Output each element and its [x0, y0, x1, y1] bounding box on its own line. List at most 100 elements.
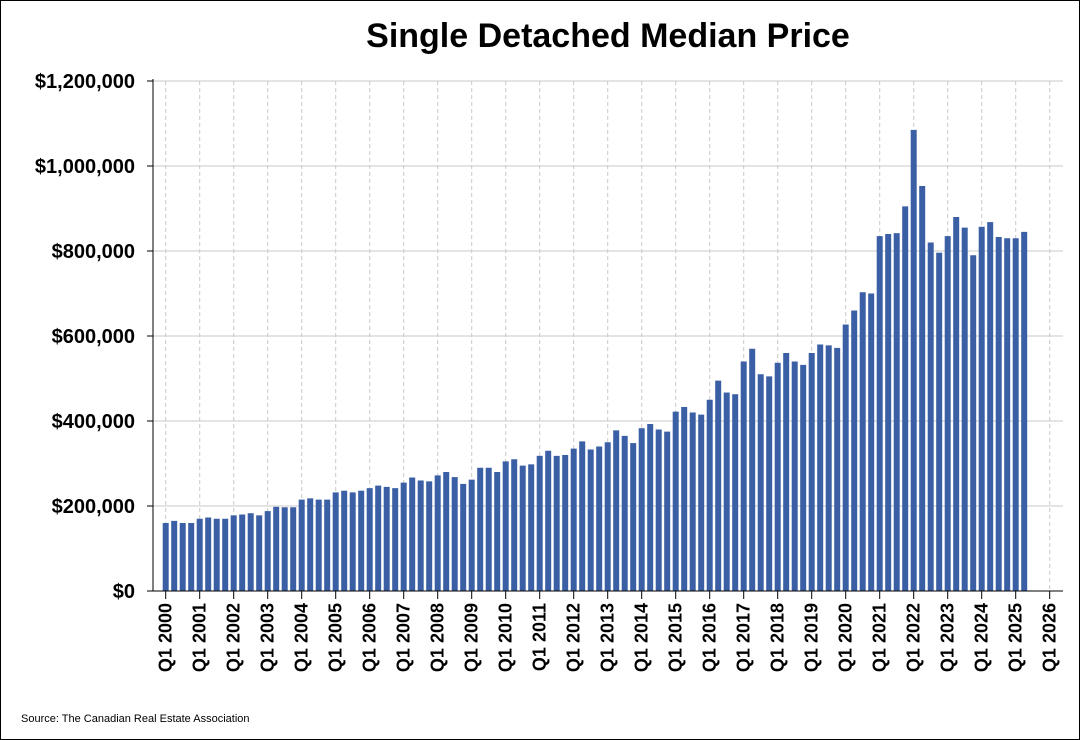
- bar: [757, 374, 764, 591]
- bar: [944, 236, 951, 591]
- bar: [893, 233, 900, 591]
- bar: [426, 481, 433, 591]
- bar: [332, 492, 339, 591]
- bar: [400, 482, 407, 591]
- bar: [358, 490, 365, 591]
- x-tick-label: Q1 2019: [802, 603, 822, 672]
- bar: [179, 523, 186, 591]
- bar: [502, 461, 509, 591]
- x-tick-label: Q1 2000: [156, 603, 176, 672]
- bar: [876, 236, 883, 591]
- bar: [247, 513, 254, 591]
- bar: [851, 310, 858, 591]
- x-tick-label: Q1 2010: [496, 603, 516, 672]
- bar: [417, 480, 424, 591]
- bar: [817, 344, 824, 591]
- x-tick-label: Q1 2003: [258, 603, 278, 672]
- bar: [936, 252, 943, 591]
- bar: [621, 435, 628, 591]
- bar: [919, 185, 926, 591]
- x-tick-label: Q1 2011: [530, 603, 550, 671]
- x-tick-label: Q1 2007: [394, 603, 414, 672]
- bar: [1004, 238, 1011, 591]
- bar: [978, 226, 985, 591]
- bar: [995, 236, 1002, 591]
- bar: [205, 517, 212, 591]
- bar: [689, 412, 696, 591]
- bar: [808, 353, 815, 591]
- bar: [324, 499, 331, 591]
- bar: [859, 292, 866, 591]
- bar: [230, 515, 237, 591]
- x-tick-label: Q1 2022: [904, 603, 924, 672]
- x-tick-label: Q1 2008: [428, 603, 448, 672]
- bar: [171, 520, 178, 591]
- x-tick-label: Q1 2014: [632, 603, 652, 672]
- bar: [774, 362, 781, 591]
- bar: [409, 477, 416, 591]
- bar: [494, 472, 501, 591]
- bar: [749, 348, 756, 591]
- bar: [681, 406, 688, 591]
- bar: [298, 499, 305, 591]
- bar: [970, 255, 977, 591]
- bar: [868, 293, 875, 591]
- bar: [383, 486, 390, 591]
- bar: [213, 518, 220, 591]
- x-tick-label: Q1 2013: [598, 603, 618, 672]
- bar: [239, 514, 246, 591]
- bar: [791, 361, 798, 591]
- y-tick-label: $800,000: [52, 241, 135, 263]
- x-tick-label: Q1 2002: [224, 603, 244, 672]
- bar: [766, 376, 773, 591]
- bar: [834, 347, 841, 591]
- bar: [698, 414, 705, 591]
- bar: [545, 450, 552, 591]
- bar: [307, 498, 314, 591]
- bar: [341, 490, 348, 591]
- bar: [672, 411, 679, 591]
- bar: [655, 429, 662, 591]
- bar: [596, 446, 603, 591]
- bar: [706, 399, 713, 591]
- bar: [485, 467, 492, 591]
- bar: [732, 394, 739, 591]
- bar: [604, 442, 611, 591]
- bar: [630, 443, 637, 591]
- bar: [902, 206, 909, 591]
- y-tick-label: $1,200,000: [35, 71, 135, 93]
- bar: [825, 345, 832, 591]
- chart-title: Single Detached Median Price: [366, 17, 850, 55]
- x-tick-label: Q1 2026: [1040, 603, 1060, 672]
- bar: [570, 448, 577, 591]
- bar: [715, 380, 722, 591]
- bar: [740, 361, 747, 591]
- x-tick-label: Q1 2005: [326, 603, 346, 672]
- bar: [647, 423, 654, 591]
- bar: [451, 477, 458, 591]
- bar: [349, 492, 356, 591]
- bar: [511, 459, 518, 591]
- bar: [315, 499, 322, 591]
- x-tick-label: Q1 2016: [700, 603, 720, 672]
- bar: [460, 483, 467, 591]
- x-tick-label: Q1 2004: [292, 603, 312, 672]
- bar: [366, 488, 373, 591]
- bar: [953, 217, 960, 591]
- bar: [256, 515, 263, 591]
- source-note: Source: The Canadian Real Estate Associa…: [21, 713, 250, 725]
- x-tick-label: Q1 2024: [972, 603, 992, 672]
- x-tick-label: Q1 2021: [870, 603, 890, 672]
- y-tick-label: $400,000: [52, 411, 135, 433]
- bar: [468, 479, 475, 591]
- bar: [196, 518, 203, 591]
- bar: [638, 428, 645, 591]
- bar: [162, 523, 169, 591]
- bar: [188, 523, 195, 591]
- x-tick-label: Q1 2017: [734, 603, 754, 672]
- bar: [477, 467, 484, 591]
- x-tick-label: Q1 2015: [666, 603, 686, 672]
- bar: [443, 472, 450, 591]
